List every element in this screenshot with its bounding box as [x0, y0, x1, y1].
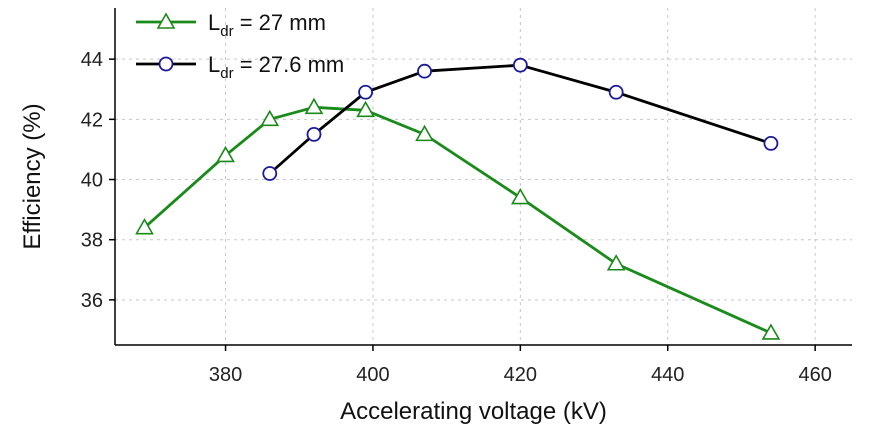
data-point: [606, 254, 626, 271]
grid: [115, 8, 852, 345]
x-axis-label: Accelerating voltage (kV): [340, 398, 607, 425]
x-tick-label: 460: [798, 364, 831, 386]
x-tick-label: 400: [356, 364, 389, 386]
y-axis-label: Efficiency (%): [19, 103, 46, 249]
y-tick-label: 40: [81, 170, 103, 192]
series-markers: [135, 57, 781, 340]
data-point: [135, 218, 154, 235]
data-point: [356, 100, 375, 118]
data-point: [262, 166, 278, 181]
data-point: [417, 63, 432, 79]
legend-triangle-marker: [156, 12, 176, 29]
data-point: [512, 57, 528, 73]
y-tick-label: 44: [81, 49, 103, 71]
legend-label: Ldr = 27 mm: [208, 10, 326, 40]
data-point: [358, 84, 373, 100]
data-point: [304, 97, 324, 115]
y-tick-label: 36: [81, 290, 103, 312]
series-line-1: [143, 105, 772, 335]
x-tick-label: 420: [504, 364, 537, 386]
data-point: [306, 126, 322, 142]
legend-circle-marker: [158, 56, 174, 72]
data-point: [608, 84, 624, 100]
axes: 380 400 420 440 460 36 38 40 42 44: [81, 8, 852, 386]
x-tick-label: 380: [209, 364, 242, 386]
data-point: [763, 136, 779, 151]
data-point: [415, 124, 434, 142]
data-point: [216, 145, 235, 163]
y-tick-label: 38: [81, 230, 103, 252]
data-point: [510, 187, 530, 205]
legend-label: Ldr = 27.6 mm: [208, 52, 344, 82]
x-tick-label: 440: [651, 364, 684, 386]
legend: Ldr = 27 mm Ldr = 27.6 mm: [136, 10, 344, 82]
series-lines: [143, 63, 772, 335]
data-point: [761, 323, 781, 340]
data-point: [260, 109, 280, 127]
y-tick-label: 42: [81, 109, 103, 131]
